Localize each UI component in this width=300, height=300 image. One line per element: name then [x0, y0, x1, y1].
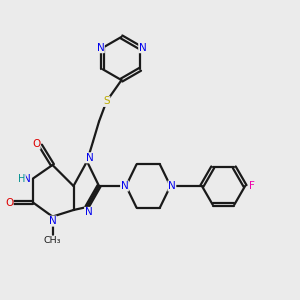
Text: N: N: [85, 207, 92, 218]
Text: H: H: [18, 173, 25, 184]
Text: CH₃: CH₃: [44, 236, 61, 245]
Text: N: N: [121, 181, 128, 191]
Text: N: N: [49, 216, 56, 226]
Text: O: O: [32, 139, 40, 149]
Text: F: F: [249, 181, 255, 191]
Text: O: O: [5, 197, 13, 208]
Text: S: S: [103, 96, 110, 106]
Text: N: N: [85, 153, 93, 163]
Text: N: N: [97, 43, 104, 53]
Text: N: N: [139, 43, 146, 53]
Text: N: N: [168, 181, 176, 191]
Text: N: N: [22, 173, 30, 184]
